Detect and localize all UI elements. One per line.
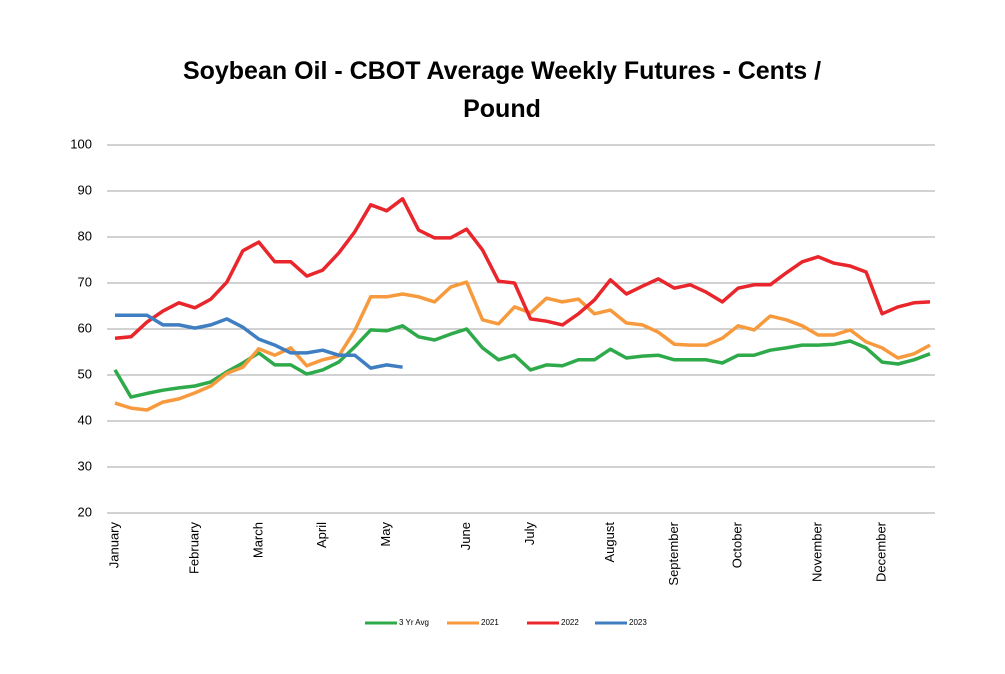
series-line bbox=[114, 280, 931, 412]
legend-label: 2023 bbox=[629, 618, 647, 627]
chart-title: Soybean Oil - CBOT Average Weekly Future… bbox=[182, 57, 822, 123]
y-tick-label: 90 bbox=[78, 182, 92, 197]
y-tick-label: 70 bbox=[78, 274, 92, 289]
y-tick-label: 30 bbox=[78, 458, 92, 473]
y-tick-label: 100 bbox=[70, 136, 92, 151]
x-tick-label: June bbox=[458, 522, 473, 550]
legend-label: 2021 bbox=[481, 618, 499, 627]
x-tick-label: April bbox=[314, 522, 329, 548]
x-tick-label: October bbox=[730, 521, 745, 568]
x-tick-label: September bbox=[666, 521, 681, 585]
x-tick-label: December bbox=[873, 521, 888, 582]
y-tick-label: 40 bbox=[78, 412, 92, 427]
series-line bbox=[114, 197, 931, 340]
legend-label: 2022 bbox=[561, 618, 579, 627]
series-line bbox=[115, 313, 403, 370]
y-tick-label: 50 bbox=[78, 366, 92, 381]
x-tick-label: March bbox=[250, 522, 265, 558]
x-tick-label: August bbox=[602, 522, 617, 563]
y-tick-label: 80 bbox=[78, 228, 92, 243]
x-tick-label: November bbox=[810, 521, 825, 582]
x-tick-label: May bbox=[378, 522, 393, 547]
x-tick-label: January bbox=[106, 522, 121, 569]
series-line bbox=[113, 324, 931, 399]
y-tick-label: 20 bbox=[78, 504, 92, 519]
y-tick-label: 60 bbox=[78, 320, 92, 335]
legend-label: 3 Yr Avg bbox=[399, 618, 429, 627]
x-tick-label: February bbox=[186, 522, 201, 575]
x-tick-label: July bbox=[522, 522, 537, 546]
